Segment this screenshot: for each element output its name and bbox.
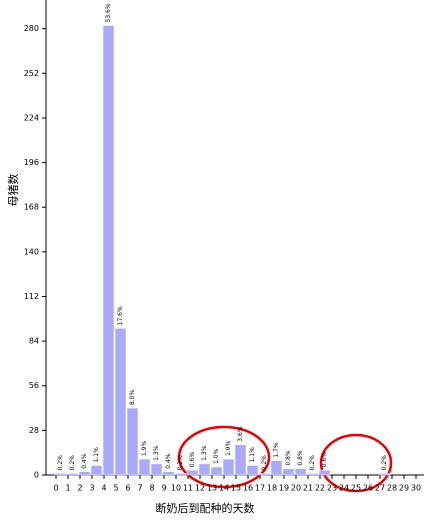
x-tick-label: 18 <box>267 484 277 493</box>
x-tick-label: 17 <box>255 484 265 493</box>
value-label: 1.3% <box>201 445 208 461</box>
y-tick-label: 56 <box>29 381 39 390</box>
bar <box>186 469 199 476</box>
bar <box>198 463 211 476</box>
y-tick-label: 140 <box>24 247 39 256</box>
x-tick-label: 29 <box>399 484 409 493</box>
x-tick-label: 4 <box>101 484 106 493</box>
bar <box>54 473 67 476</box>
x-tick-label: 20 <box>291 484 301 493</box>
bar <box>258 473 271 476</box>
bar <box>282 468 295 476</box>
x-tick-label: 8 <box>149 484 154 493</box>
bar <box>126 407 139 476</box>
x-tick-label: 7 <box>137 484 142 493</box>
y-tick-label: 252 <box>24 69 39 78</box>
value-label: 0.4% <box>165 453 172 469</box>
value-label: 0.2% <box>381 455 388 471</box>
value-label: 1.7% <box>273 442 280 458</box>
value-label: 0.8% <box>285 450 292 466</box>
bar <box>102 25 115 476</box>
bar <box>246 465 259 476</box>
value-label: 1.1% <box>249 447 256 463</box>
x-tick-label: 24 <box>339 484 349 493</box>
value-label: 0.2% <box>309 455 316 471</box>
bar <box>90 465 103 476</box>
y-tick-label: 112 <box>24 292 39 301</box>
value-label: 0.6% <box>321 452 328 468</box>
x-tick-label: 23 <box>327 484 337 493</box>
bar <box>222 458 235 476</box>
value-label: 0.2% <box>177 455 184 471</box>
value-label: 0.6% <box>189 452 196 468</box>
x-tick-label: 25 <box>351 484 361 493</box>
x-tick-label: 14 <box>219 484 229 493</box>
value-label: 53.6% <box>105 3 112 22</box>
value-label: 0.2% <box>261 455 268 471</box>
x-axis-label: 断奶后到配种的天数 <box>156 501 255 515</box>
value-label: 17.6% <box>117 306 124 325</box>
value-label: 8.0% <box>129 390 136 406</box>
x-tick-label: 3 <box>89 484 94 493</box>
y-tick-label: 168 <box>24 203 39 212</box>
value-label: 0.8% <box>297 450 304 466</box>
y-tick-label: 224 <box>24 113 39 122</box>
x-tick-label: 26 <box>363 484 373 493</box>
x-tick-label: 6 <box>125 484 130 493</box>
x-tick-label: 28 <box>387 484 397 493</box>
x-tick-label: 19 <box>279 484 289 493</box>
bar <box>306 473 319 476</box>
y-axis-label: 母猪数 <box>7 174 20 207</box>
y-tick-label: 84 <box>29 337 39 346</box>
bar <box>138 458 151 476</box>
x-tick-label: 15 <box>231 484 241 493</box>
x-tick-label: 10 <box>171 484 181 493</box>
value-label: 1.9% <box>141 441 148 457</box>
bar <box>234 444 247 476</box>
value-label: 0.4% <box>81 453 88 469</box>
bar <box>162 471 175 476</box>
highlight-circle <box>177 425 271 489</box>
x-tick-label: 2 <box>77 484 82 493</box>
value-label: 1.9% <box>225 441 232 457</box>
bar <box>174 473 187 476</box>
bar <box>114 328 127 476</box>
bar <box>78 471 91 476</box>
value-label: 1.1% <box>93 447 100 463</box>
y-tick-label: 196 <box>24 158 39 167</box>
x-tick-label: 12 <box>195 484 205 493</box>
x-tick-label: 1 <box>65 484 70 493</box>
value-label: 1.3% <box>153 445 160 461</box>
value-label: 0.2% <box>57 455 64 471</box>
bar <box>378 473 391 476</box>
x-tick-label: 30 <box>411 484 421 493</box>
value-label: 3.6% <box>237 426 244 442</box>
y-tick-label: 280 <box>24 24 39 33</box>
x-tick-label: 22 <box>315 484 325 493</box>
highlight-circle <box>319 433 393 493</box>
y-tick-label: 28 <box>29 426 39 435</box>
x-tick-label: 9 <box>161 484 166 493</box>
bar <box>270 460 283 476</box>
x-tick-label: 27 <box>375 484 385 493</box>
x-tick-label: 5 <box>113 484 118 493</box>
bar <box>66 473 79 476</box>
x-tick-label: 0 <box>53 484 58 493</box>
bar <box>294 468 307 476</box>
value-label: 1.0% <box>213 448 220 464</box>
x-tick-label: 16 <box>243 484 253 493</box>
bar <box>318 469 331 476</box>
x-tick-label: 11 <box>183 484 193 493</box>
value-label: 0.2% <box>69 455 76 471</box>
x-tick-label: 21 <box>303 484 313 493</box>
y-tick-label: 0 <box>34 471 39 480</box>
bar <box>150 463 163 476</box>
x-tick-label: 13 <box>207 484 217 493</box>
bar <box>210 466 223 476</box>
